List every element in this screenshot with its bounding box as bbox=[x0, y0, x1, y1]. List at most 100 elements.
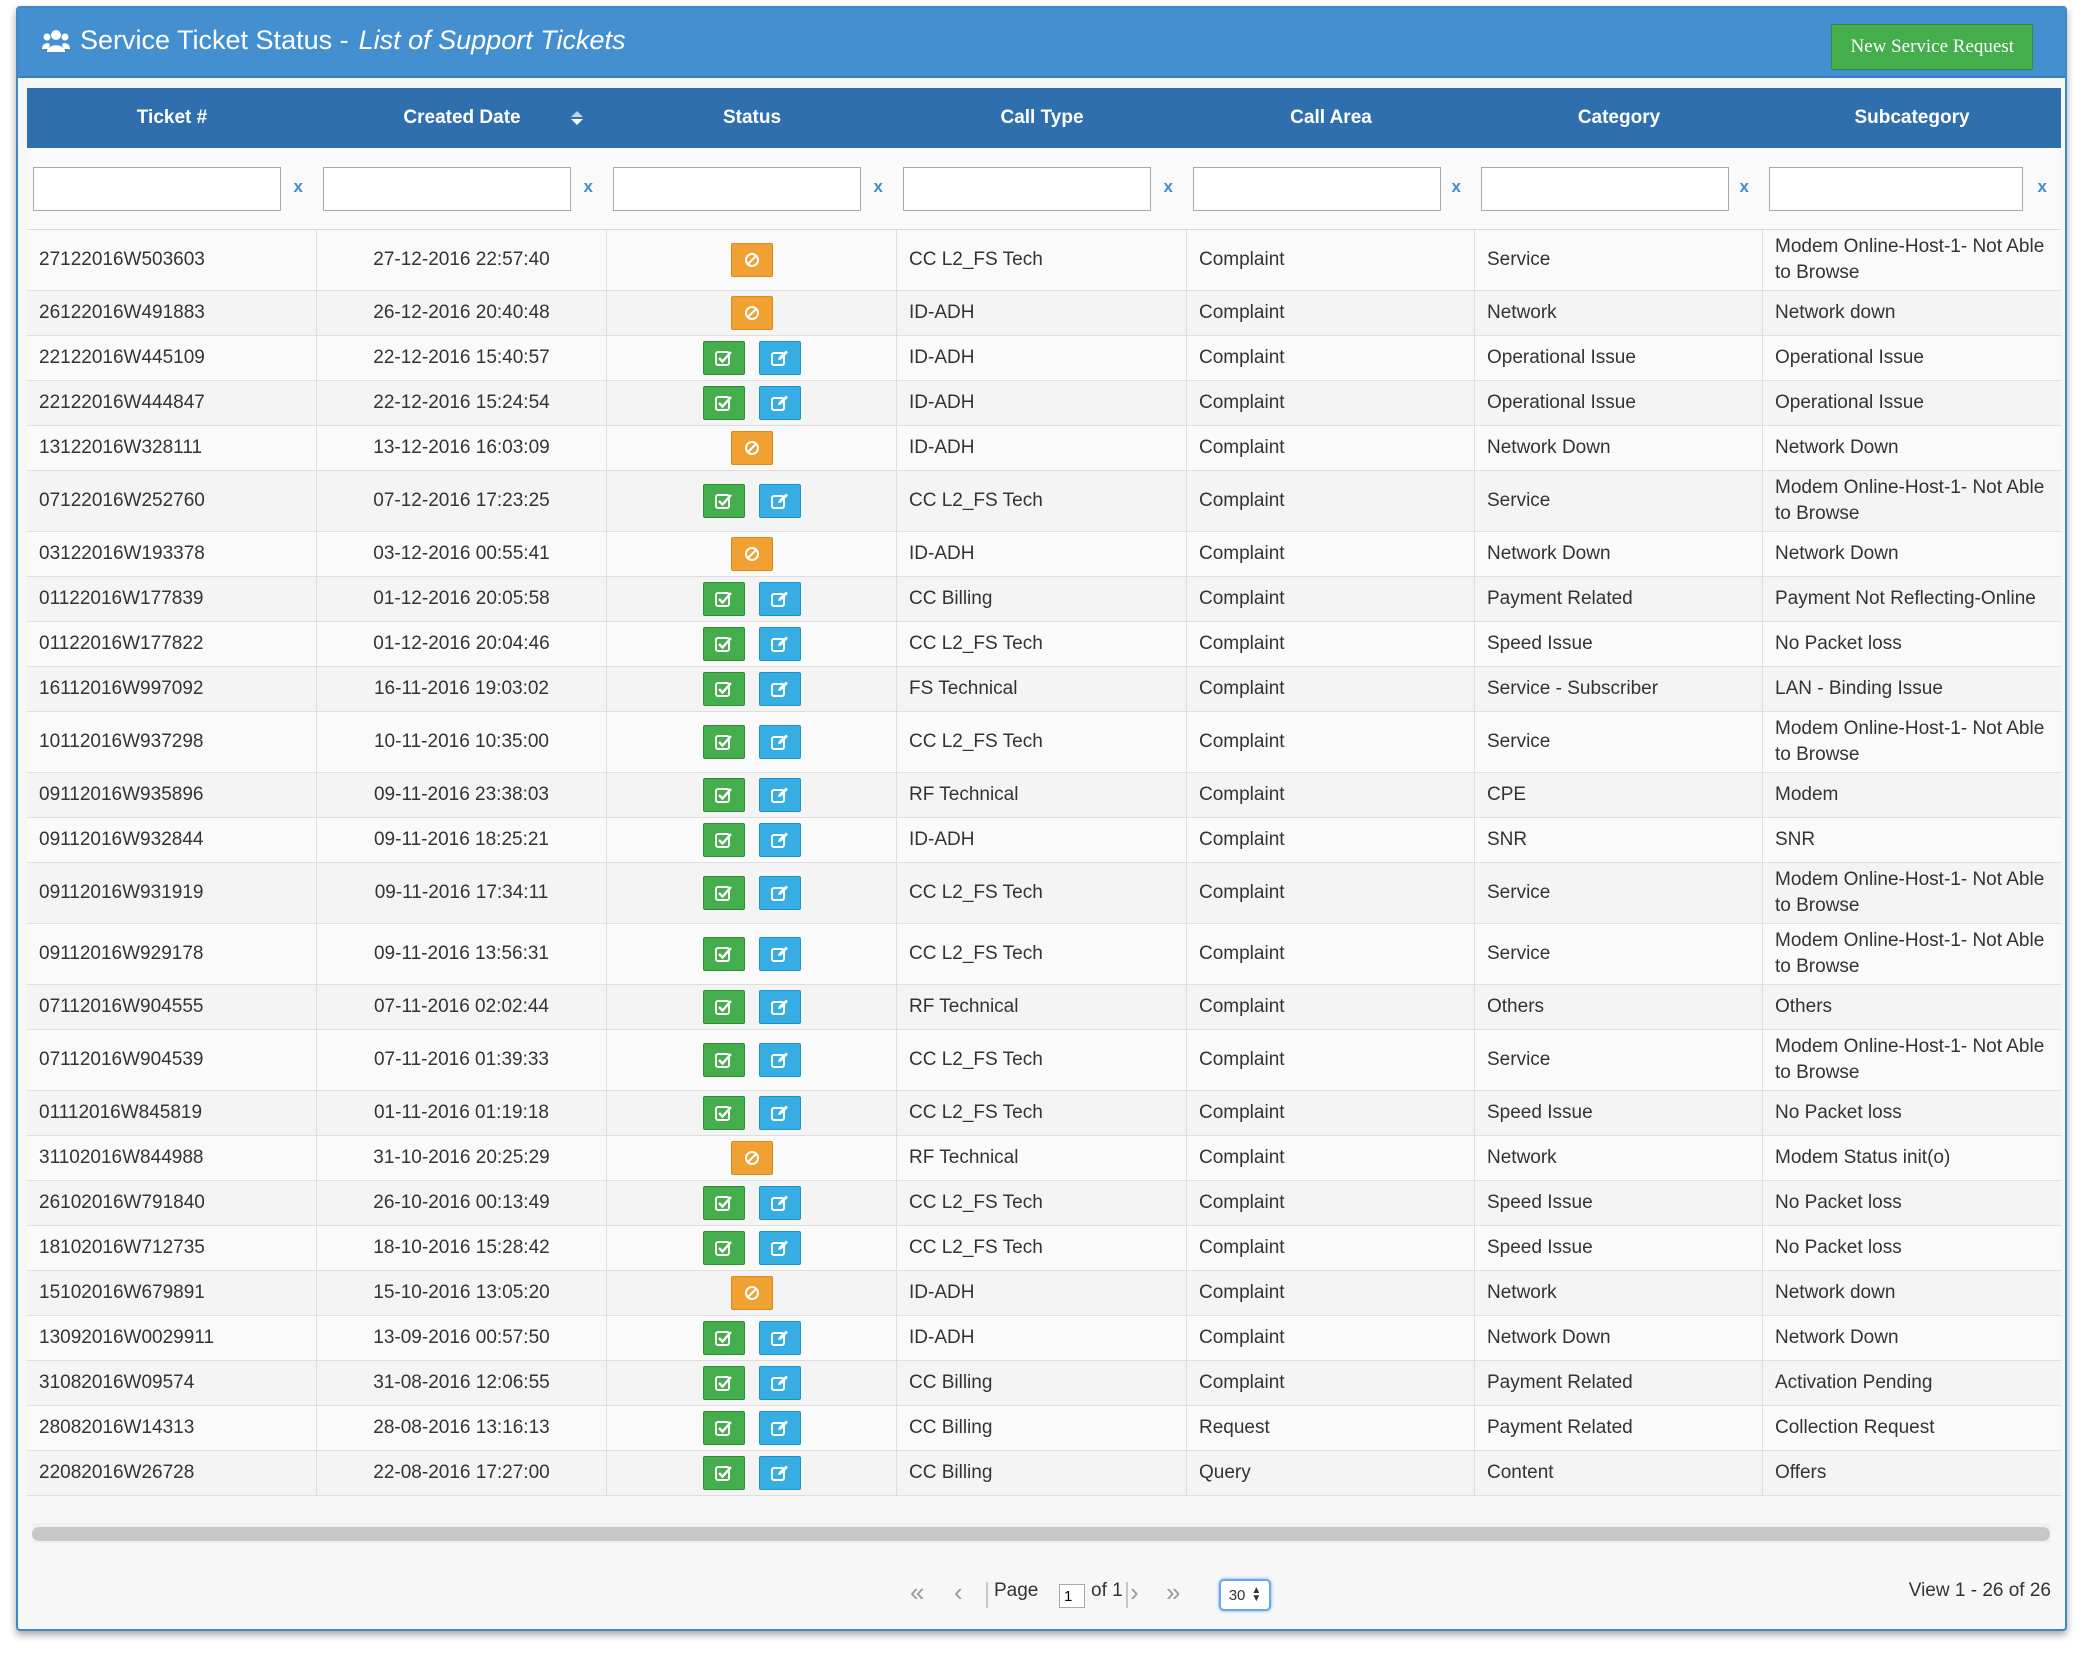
clear-filter-icon[interactable]: x bbox=[1739, 177, 1749, 196]
cancel-ticket-button[interactable] bbox=[730, 431, 773, 465]
approve-ticket-button[interactable] bbox=[702, 341, 745, 375]
table-row[interactable]: 09112016W929178 09-11-2016 13:56:31 CC L2_… bbox=[27, 924, 2061, 985]
edit-ticket-button[interactable] bbox=[758, 1096, 801, 1130]
edit-ticket-button[interactable] bbox=[758, 778, 801, 812]
approve-ticket-button[interactable] bbox=[702, 672, 745, 706]
next-page-icon[interactable]: › bbox=[1130, 1577, 1139, 1607]
sort-icon[interactable] bbox=[571, 111, 583, 125]
edit-ticket-button[interactable] bbox=[758, 627, 801, 661]
approve-ticket-button[interactable] bbox=[702, 484, 745, 518]
rows-per-page-select[interactable]: 30 ▲ ▼ bbox=[1219, 1579, 1271, 1611]
cancel-ticket-button[interactable] bbox=[730, 243, 773, 277]
column-header-call-area[interactable]: Call Area bbox=[1187, 88, 1475, 148]
edit-ticket-button[interactable] bbox=[758, 876, 801, 910]
edit-ticket-button[interactable] bbox=[758, 386, 801, 420]
table-row[interactable]: 18102016W712735 18-10-2016 15:28:42 CC L2_… bbox=[27, 1226, 2061, 1271]
table-row[interactable]: 31082016W09574 31-08-2016 12:06:55 CC Bill… bbox=[27, 1361, 2061, 1406]
cancel-ticket-button[interactable] bbox=[730, 296, 773, 330]
scrollbar-thumb[interactable] bbox=[32, 1527, 2050, 1541]
table-row[interactable]: 07122016W252760 07-12-2016 17:23:25 CC L2_… bbox=[27, 471, 2061, 532]
table-row[interactable]: 22082016W26728 22-08-2016 17:27:00 CC Bill… bbox=[27, 1451, 2061, 1496]
edit-ticket-button[interactable] bbox=[758, 341, 801, 375]
horizontal-scrollbar[interactable] bbox=[32, 1523, 2050, 1543]
approve-ticket-button[interactable] bbox=[702, 876, 745, 910]
edit-ticket-button[interactable] bbox=[758, 725, 801, 759]
edit-ticket-button[interactable] bbox=[758, 1043, 801, 1077]
table-row[interactable]: 22122016W444847 22-12-2016 15:24:54 ID-ADH… bbox=[27, 381, 2061, 426]
filter-input-created-date[interactable] bbox=[323, 166, 571, 211]
clear-filter-icon[interactable]: x bbox=[293, 177, 303, 196]
table-row[interactable]: 09112016W935896 09-11-2016 23:38:03 RF Tec… bbox=[27, 773, 2061, 818]
table-row[interactable]: 01122016W177822 01-12-2016 20:04:46 CC L2_… bbox=[27, 622, 2061, 667]
table-row[interactable]: 26122016W491883 26-12-2016 20:40:48 ID-ADH… bbox=[27, 291, 2061, 336]
first-page-icon[interactable]: « bbox=[910, 1577, 925, 1607]
filter-input-category[interactable] bbox=[1481, 166, 1729, 211]
filter-input-call-area[interactable] bbox=[1193, 166, 1441, 211]
filter-input-status[interactable] bbox=[613, 166, 861, 211]
approve-ticket-button[interactable] bbox=[702, 1456, 745, 1490]
clear-filter-icon[interactable]: x bbox=[873, 177, 883, 196]
table-row[interactable]: 16112016W997092 16-11-2016 19:03:02 FS Tec… bbox=[27, 667, 2061, 712]
approve-ticket-button[interactable] bbox=[702, 1096, 745, 1130]
edit-ticket-button[interactable] bbox=[758, 1366, 801, 1400]
table-row[interactable]: 31102016W844988 31-10-2016 20:25:29 RF Tec… bbox=[27, 1136, 2061, 1181]
approve-ticket-button[interactable] bbox=[702, 1366, 745, 1400]
table-row[interactable]: 10112016W937298 10-11-2016 10:35:00 CC L2_… bbox=[27, 712, 2061, 773]
edit-ticket-button[interactable] bbox=[758, 582, 801, 616]
new-service-request-button[interactable]: New Service Request bbox=[1831, 24, 2033, 70]
approve-ticket-button[interactable] bbox=[702, 1043, 745, 1077]
approve-ticket-button[interactable] bbox=[702, 937, 745, 971]
clear-filter-icon[interactable]: x bbox=[583, 177, 593, 196]
table-row[interactable]: 01122016W177839 01-12-2016 20:05:58 CC Bil… bbox=[27, 577, 2061, 622]
filter-input-call-type[interactable] bbox=[903, 166, 1151, 211]
approve-ticket-button[interactable] bbox=[702, 823, 745, 857]
approve-ticket-button[interactable] bbox=[702, 386, 745, 420]
edit-ticket-button[interactable] bbox=[758, 1186, 801, 1220]
table-row[interactable]: 26102016W791840 26-10-2016 00:13:49 CC L2_… bbox=[27, 1181, 2061, 1226]
table-row[interactable]: 13122016W328111 13-12-2016 16:03:09 ID-ADH… bbox=[27, 426, 2061, 471]
approve-ticket-button[interactable] bbox=[702, 627, 745, 661]
cancel-ticket-button[interactable] bbox=[730, 1276, 773, 1310]
column-header-ticket-number[interactable]: Ticket # bbox=[27, 88, 317, 148]
table-row[interactable]: 09112016W932844 09-11-2016 18:25:21 ID-ADH… bbox=[27, 818, 2061, 863]
column-header-status[interactable]: Status bbox=[607, 88, 897, 148]
approve-ticket-button[interactable] bbox=[702, 778, 745, 812]
approve-ticket-button[interactable] bbox=[702, 582, 745, 616]
cancel-ticket-button[interactable] bbox=[730, 537, 773, 571]
column-header-subcategory[interactable]: Subcategory bbox=[1763, 88, 2061, 148]
edit-ticket-button[interactable] bbox=[758, 823, 801, 857]
prev-page-icon[interactable]: ‹ bbox=[954, 1577, 963, 1607]
table-row[interactable]: 09112016W931919 09-11-2016 17:34:11 CC L2_… bbox=[27, 863, 2061, 924]
approve-ticket-button[interactable] bbox=[702, 1231, 745, 1265]
table-row[interactable]: 28082016W14313 28-08-2016 13:16:13 CC Bill… bbox=[27, 1406, 2061, 1451]
approve-ticket-button[interactable] bbox=[702, 990, 745, 1024]
edit-ticket-button[interactable] bbox=[758, 1456, 801, 1490]
table-row[interactable]: 07112016W904555 07-11-2016 02:02:44 RF Tec… bbox=[27, 985, 2061, 1030]
clear-filter-icon[interactable]: x bbox=[1163, 177, 1173, 196]
approve-ticket-button[interactable] bbox=[702, 1321, 745, 1355]
cancel-ticket-button[interactable] bbox=[730, 1141, 773, 1175]
page-number-input[interactable] bbox=[1059, 1584, 1085, 1608]
table-row[interactable]: 03122016W193378 03-12-2016 00:55:41 ID-ADH… bbox=[27, 532, 2061, 577]
edit-ticket-button[interactable] bbox=[758, 937, 801, 971]
column-header-created-date[interactable]: Created Date bbox=[317, 88, 607, 148]
table-row[interactable]: 07112016W904539 07-11-2016 01:39:33 CC L2_… bbox=[27, 1030, 2061, 1091]
edit-ticket-button[interactable] bbox=[758, 672, 801, 706]
table-row[interactable]: 27122016W503603 27-12-2016 22:57:40 CC L2_… bbox=[27, 230, 2061, 291]
column-header-call-type[interactable]: Call Type bbox=[897, 88, 1187, 148]
clear-filter-icon[interactable]: x bbox=[1451, 177, 1461, 196]
edit-ticket-button[interactable] bbox=[758, 1321, 801, 1355]
approve-ticket-button[interactable] bbox=[702, 725, 745, 759]
edit-ticket-button[interactable] bbox=[758, 1231, 801, 1265]
edit-ticket-button[interactable] bbox=[758, 990, 801, 1024]
column-header-category[interactable]: Category bbox=[1475, 88, 1763, 148]
approve-ticket-button[interactable] bbox=[702, 1411, 745, 1445]
filter-input-subcategory[interactable] bbox=[1769, 166, 2023, 211]
clear-filter-icon[interactable]: x bbox=[2037, 177, 2047, 196]
table-row[interactable]: 13092016W0029911 13-09-2016 00:57:50 ID-AD… bbox=[27, 1316, 2061, 1361]
edit-ticket-button[interactable] bbox=[758, 484, 801, 518]
last-page-icon[interactable]: » bbox=[1166, 1577, 1181, 1607]
table-row[interactable]: 22122016W445109 22-12-2016 15:40:57 ID-ADH… bbox=[27, 336, 2061, 381]
table-row[interactable]: 01112016W845819 01-11-2016 01:19:18 CC L2_… bbox=[27, 1091, 2061, 1136]
approve-ticket-button[interactable] bbox=[702, 1186, 745, 1220]
